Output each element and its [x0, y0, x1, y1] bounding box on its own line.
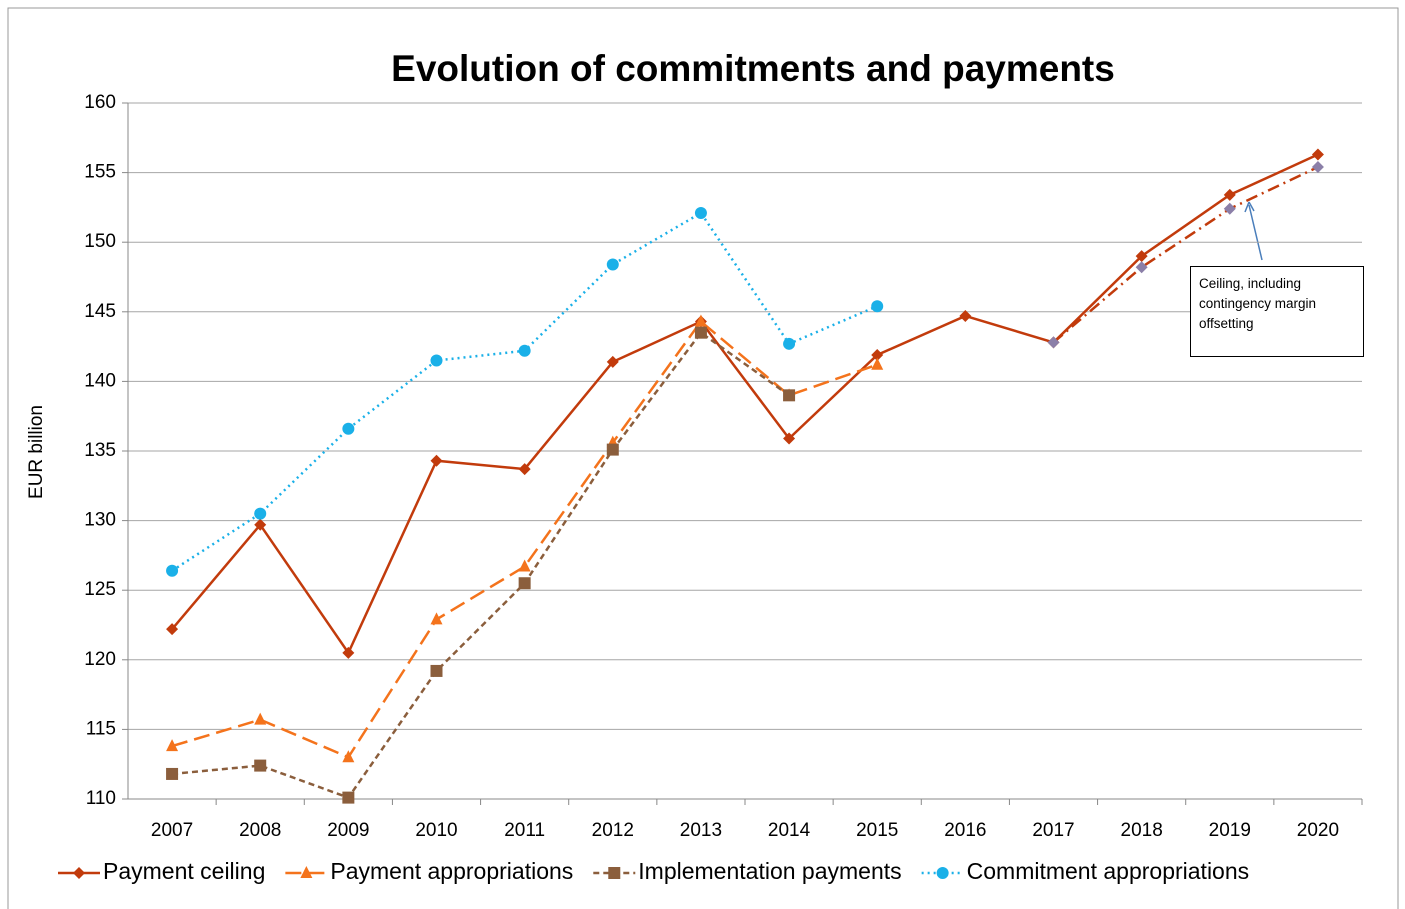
y-tick-label: 160: [84, 92, 116, 113]
marker: [936, 867, 949, 879]
marker: [166, 623, 179, 636]
x-tick-label: 2018: [1121, 820, 1163, 841]
marker: [1135, 261, 1148, 274]
y-tick-label: 145: [84, 301, 116, 322]
annotation-arrowhead: [1244, 201, 1255, 213]
x-tick-label: 2010: [415, 820, 457, 841]
marker: [342, 791, 355, 804]
legend-item: Commitment appropriations: [921, 858, 1250, 884]
marker: [606, 258, 619, 271]
marker: [430, 454, 443, 467]
marker: [1223, 188, 1236, 201]
x-tick-label: 2016: [944, 820, 986, 841]
marker: [430, 664, 443, 677]
y-tick-label: 140: [84, 370, 116, 391]
marker: [1311, 148, 1324, 161]
marker: [871, 348, 884, 361]
annotation-arrow: [1248, 204, 1263, 261]
x-tick-label: 2008: [239, 820, 281, 841]
x-tick-label: 2015: [856, 820, 898, 841]
legend-label: Payment appropriations: [330, 858, 573, 884]
series-line: [171, 211, 878, 572]
y-tick-label: 125: [84, 579, 116, 600]
legend-label: Commitment appropriations: [967, 858, 1250, 884]
marker: [606, 355, 619, 368]
marker: [1311, 161, 1324, 174]
marker: [608, 867, 621, 879]
marker: [694, 326, 707, 339]
marker: [430, 612, 443, 625]
marker: [871, 357, 884, 370]
marker: [166, 564, 179, 577]
marker: [342, 422, 355, 435]
x-tick-label: 2019: [1209, 820, 1251, 841]
series-line: [171, 330, 790, 800]
legend-item: Payment appropriations: [285, 858, 573, 884]
legend-label: Implementation payments: [638, 858, 901, 884]
x-tick-label: 2020: [1297, 820, 1339, 841]
marker: [342, 750, 355, 763]
y-tick-label: 135: [84, 440, 116, 461]
x-tick-label: 2009: [327, 820, 369, 841]
y-tick-label: 155: [84, 162, 116, 183]
marker: [166, 767, 179, 780]
series-line: [171, 153, 1319, 656]
marker: [694, 206, 707, 219]
x-tick-label: 2013: [680, 820, 722, 841]
marker: [342, 646, 355, 659]
marker: [254, 507, 267, 520]
y-tick-label: 150: [84, 231, 116, 252]
legend-item: Payment ceiling: [58, 858, 265, 884]
x-tick-label: 2012: [592, 820, 634, 841]
y-axis-label: EUR billion: [26, 405, 47, 499]
marker: [606, 443, 619, 456]
y-tick-label: 130: [84, 510, 116, 531]
marker: [1223, 202, 1236, 215]
legend-label: Payment ceiling: [103, 858, 265, 884]
x-tick-label: 2014: [768, 820, 811, 841]
marker: [518, 344, 531, 357]
y-tick-label: 115: [86, 718, 116, 739]
chart-title: Evolution of commitments and payments: [391, 48, 1115, 89]
y-tick-label: 120: [84, 649, 116, 670]
marker: [254, 712, 267, 725]
marker: [254, 759, 267, 772]
x-tick-label: 2007: [151, 820, 193, 841]
series-line: [1052, 165, 1319, 344]
marker: [694, 314, 707, 327]
x-tick-label: 2011: [504, 820, 545, 841]
legend-item: Implementation payments: [593, 858, 902, 884]
marker: [430, 354, 443, 367]
marker: [300, 866, 313, 878]
marker: [1135, 250, 1148, 263]
marker: [1047, 336, 1060, 349]
marker: [959, 309, 972, 322]
marker: [166, 739, 179, 752]
y-tick-label: 110: [86, 788, 116, 809]
marker: [518, 463, 531, 476]
marker: [783, 389, 796, 402]
series-line: [171, 319, 878, 759]
marker: [783, 432, 796, 445]
marker: [518, 577, 531, 590]
annotation: Ceiling, including contingency margin of…: [1190, 266, 1364, 357]
marker: [871, 300, 884, 313]
chart-border: [7, 7, 1399, 909]
marker: [518, 559, 531, 572]
marker: [254, 518, 267, 531]
marker: [73, 867, 85, 879]
x-tick-label: 2017: [1032, 820, 1074, 841]
marker: [783, 337, 796, 350]
